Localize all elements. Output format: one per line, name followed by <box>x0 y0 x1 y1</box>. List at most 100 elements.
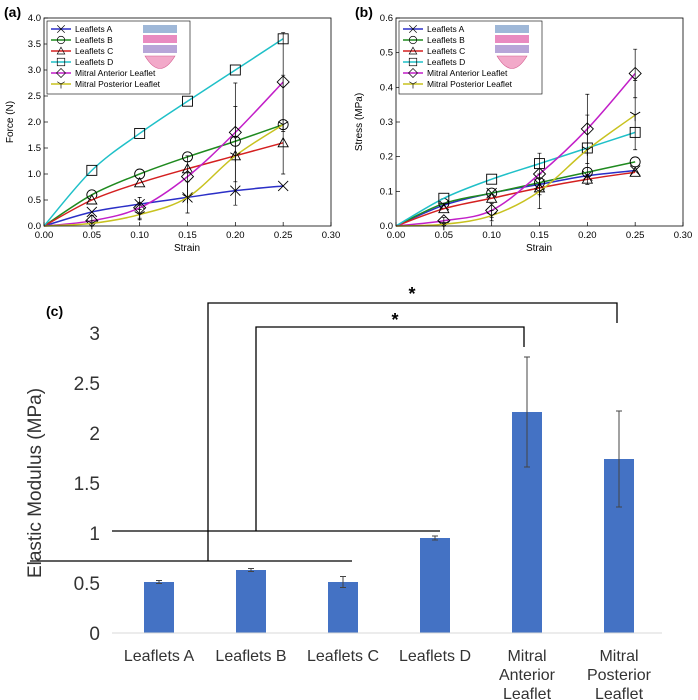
chart-c-category-label: Leaflets B <box>215 648 286 665</box>
chart-c-ytick-label: 1 <box>89 524 100 545</box>
chart-b-series-line <box>395 161 636 227</box>
chart-b-point <box>629 111 641 122</box>
chart-a-point <box>182 194 193 204</box>
chart-a-xtick-label: 0.20 <box>226 230 245 241</box>
chart-b-xlabel: Strain <box>526 243 552 254</box>
chart-c-bar <box>328 582 358 633</box>
chart-b-legend-illustration-icon <box>495 45 529 53</box>
chart-a-point <box>86 164 98 176</box>
chart-a-ytick-label: 3.0 <box>28 65 41 76</box>
chart-a-legend-marker-shape <box>57 25 65 33</box>
chart-b-point <box>486 173 498 185</box>
chart-b-legend-label: Mitral Anterior Leaflet <box>427 68 508 78</box>
chart-a-legend-marker <box>56 35 66 45</box>
chart-b-xtick-label: 0.10 <box>482 230 501 241</box>
chart-a-xtick-label: 0.00 <box>35 230 54 241</box>
chart-b-point <box>438 192 450 204</box>
chart-b-ytick-label: 0.3 <box>380 117 393 128</box>
chart-b-series-line <box>395 72 636 227</box>
chart-b-legend-marker <box>408 35 418 45</box>
chart-a-ytick-label: 3.5 <box>28 39 41 50</box>
panel-label-c: (c) <box>46 303 63 319</box>
chart-b-legend-label: Leaflets A <box>427 24 465 34</box>
chart-b-xtick-label: 0.30 <box>674 230 693 241</box>
chart-a-point <box>229 64 241 76</box>
chart-a-xtick-label: 0.15 <box>178 230 197 241</box>
chart-a: 0.00 0.05 0.10 0.15 0.20 0.25 0.30 0.0 0.5 1.0 1.5… <box>5 13 340 254</box>
chart-b-legend-marker-shape <box>408 46 418 55</box>
chart-a-xtick-label: 0.30 <box>322 230 341 241</box>
chart-a-legend-marker <box>56 46 66 55</box>
chart-b-legend-marker-shape <box>408 68 418 78</box>
chart-a-legend-label: Mitral Anterior Leaflet <box>75 68 156 78</box>
chart-a-point <box>86 194 98 205</box>
chart-c-ytick-label: 2.5 <box>74 374 100 395</box>
chart-a-ytick-label: 0.5 <box>28 195 41 206</box>
chart-a-ytick-label: 2.0 <box>28 117 41 128</box>
chart-c-error-bar <box>432 535 438 541</box>
chart-a-legend-illustration-icon <box>143 25 177 33</box>
chart-a-legend-marker <box>57 81 65 89</box>
chart-a-point <box>277 121 289 131</box>
chart-a-legend-marker <box>56 68 66 78</box>
chart-b-xtick-label: 0.15 <box>530 230 549 241</box>
chart-b-xtick-label: 0.00 <box>387 230 406 241</box>
chart-a-series-line <box>43 38 284 227</box>
chart-b-xtick-label: 0.25 <box>626 230 645 241</box>
chart-a-ytick-label: 2.5 <box>28 91 41 102</box>
chart-c-bar <box>236 570 266 633</box>
chart-a-ylabel: Force (N) <box>5 101 16 143</box>
chart-b-legend-marker <box>408 57 418 67</box>
chart-c: 0 0.5 1 1.5 2 2.5 3 Leaflets A Leaflets B Leaflet… <box>25 284 662 700</box>
chart-c-bar <box>144 582 174 633</box>
chart-a-legend-label: Leaflets C <box>75 46 113 56</box>
chart-b-legend-marker <box>408 46 418 55</box>
chart-b-legend-marker-shape <box>408 35 418 45</box>
chart-c-category-label: Posterior <box>587 667 652 684</box>
chart-b-point <box>438 220 450 231</box>
chart-a-point <box>133 176 146 188</box>
chart-b-legend-marker <box>409 81 417 89</box>
chart-b-legend-label: Leaflets D <box>427 57 465 67</box>
chart-b-point <box>534 187 545 198</box>
chart-c-bar <box>420 538 450 633</box>
chart-a-ytick-label: 1.5 <box>28 143 41 154</box>
chart-a-xlabel: Strain <box>174 243 200 254</box>
chart-c-category-label: Anterior <box>499 667 556 684</box>
chart-c-category-label: Leaflets C <box>307 648 379 665</box>
chart-a-legend-marker-shape <box>56 46 66 55</box>
chart-b-legend-illustration-icon <box>495 35 529 43</box>
chart-b-legend-marker-shape <box>408 57 418 67</box>
chart-a-ytick-label: 4.0 <box>28 13 41 24</box>
chart-b-ylabel: Stress (MPa) <box>354 93 365 151</box>
chart-a-frame <box>43 17 332 227</box>
chart-a-legend-marker-shape <box>56 57 66 67</box>
chart-a-point <box>134 127 146 139</box>
chart-c-ylabel: Elastic Modulus (MPa) <box>25 388 46 578</box>
chart-b-legend-marker <box>408 68 418 78</box>
chart-b-point <box>485 192 498 203</box>
chart-b-legend-marker-shape <box>409 81 417 89</box>
significance-bracket-1 <box>30 302 618 562</box>
significance-mark-1: * <box>408 284 415 304</box>
chart-b-ytick-label: 0.5 <box>380 48 393 59</box>
chart-b-ytick-label: 0.2 <box>380 152 393 163</box>
chart-c-error-bar <box>248 568 254 572</box>
chart-c-category-label: Mitral <box>599 648 638 665</box>
chart-c-category-label: Leaflets D <box>399 648 471 665</box>
chart-a-legend-label: Leaflets D <box>75 57 113 67</box>
chart-a-point <box>277 180 289 192</box>
chart-c-ytick-label: 0.5 <box>74 574 100 595</box>
chart-b-legend-label: Leaflets B <box>427 35 465 45</box>
chart-c-ytick-label: 3 <box>89 324 100 345</box>
chart-a-xtick-label: 0.25 <box>274 230 293 241</box>
chart-a-series-line <box>43 81 284 227</box>
chart-b-legend-marker <box>409 25 417 33</box>
panel-label-a: (a) <box>4 4 21 20</box>
chart-a-series-line <box>43 185 284 227</box>
chart-c-ytick-label: 1.5 <box>74 474 100 495</box>
chart-b-ytick-label: 0.6 <box>380 13 393 24</box>
chart-c-category-label: Leaflets A <box>124 648 195 665</box>
chart-a-legend-label: Leaflets B <box>75 35 113 45</box>
